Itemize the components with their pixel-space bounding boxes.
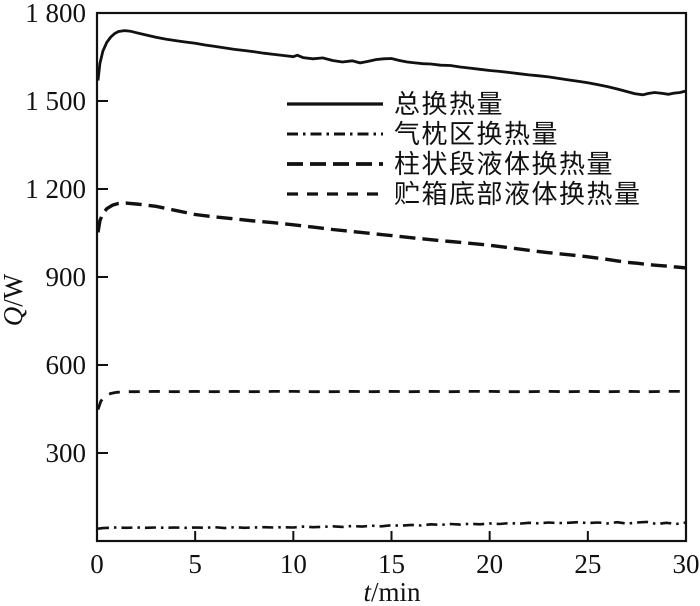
y-tick-label: 1 800 <box>25 0 86 28</box>
series-lines <box>96 29 687 530</box>
x-tick-label: 10 <box>280 549 307 579</box>
legend-label: 气枕区换热量 <box>394 120 559 149</box>
series-line-0 <box>96 29 687 97</box>
x-tick-label: 0 <box>90 549 104 579</box>
legend-label: 贮箱底部液体换热量 <box>394 180 642 209</box>
x-tick-label: 30 <box>673 549 700 579</box>
y-tick-label: 300 <box>46 438 87 468</box>
y-axis-ticks <box>97 12 108 454</box>
y-axis-tick-labels: 300 600 900 1 200 1 500 1 800 <box>25 0 86 468</box>
y-tick-label: 1 500 <box>25 86 86 116</box>
legend-item: 总换热量 <box>287 90 504 119</box>
legend-item: 气枕区换热量 <box>287 120 559 149</box>
x-tick-label: 15 <box>378 549 405 579</box>
series-line-2 <box>96 201 687 270</box>
y-axis-title: Q/W <box>0 273 28 326</box>
y-tick-label: 600 <box>46 350 87 380</box>
legend-item: 贮箱底部液体换热量 <box>287 180 642 209</box>
plot-frame <box>95 11 688 543</box>
x-tick-label: 25 <box>574 549 601 579</box>
y-tick-label: 900 <box>46 262 87 292</box>
legend-label: 总换热量 <box>394 90 504 119</box>
series-line-1 <box>97 520 687 530</box>
series-line-3 <box>96 389 686 411</box>
legend-label: 柱状段液体换热量 <box>394 150 614 179</box>
legend-item: 柱状段液体换热量 <box>287 150 614 179</box>
x-axis-ticks <box>194 531 589 541</box>
y-tick-label: 1 200 <box>25 174 86 204</box>
x-axis-tick-labels: 0 5 10 15 20 25 30 <box>90 549 699 579</box>
x-tick-label: 20 <box>476 549 503 579</box>
x-axis-title: t/min <box>363 577 421 606</box>
x-tick-label: 5 <box>188 549 202 579</box>
